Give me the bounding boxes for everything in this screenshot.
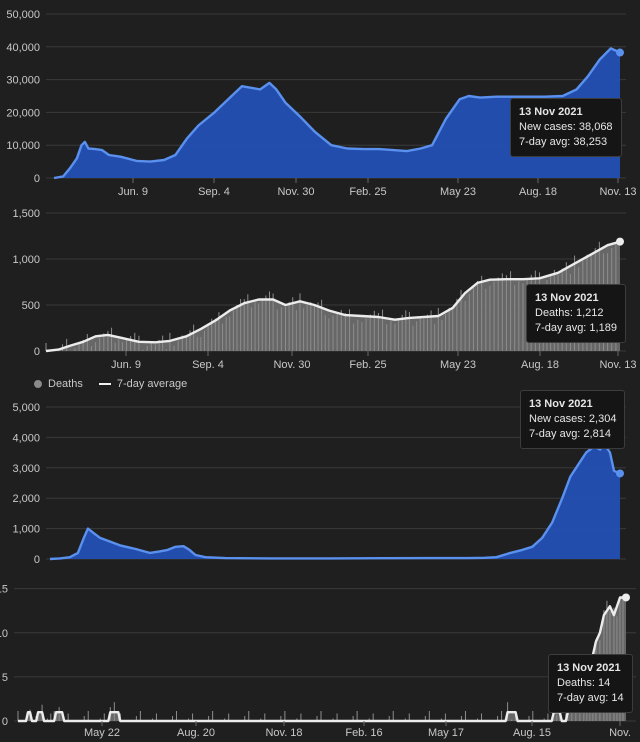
x-tick-label: Nov.	[609, 727, 631, 739]
y-tick-label: 20,000	[6, 107, 40, 119]
x-tick-label: Sep. 4	[192, 359, 224, 371]
y-tick-label: 50,000	[6, 9, 40, 21]
tooltip-title: 13 Nov 2021	[557, 662, 621, 674]
avg-line	[49, 442, 621, 561]
tooltip-line: New cases: 2,304	[529, 413, 617, 425]
avg-line	[18, 596, 626, 723]
end-marker	[616, 469, 624, 478]
x-tick-label: Nov. 13	[599, 359, 636, 371]
series-area	[46, 241, 620, 351]
x-tick-label: Nov. 13	[599, 186, 636, 198]
tooltip-deaths-2: 13 Nov 2021 Deaths: 14 7-day avg: 14	[548, 654, 633, 713]
y-tick-label: 3,000	[12, 463, 40, 475]
deaths-legend-dot	[34, 380, 42, 388]
end-marker	[621, 593, 630, 602]
x-tick-label: Nov. 30	[273, 359, 310, 371]
tooltip-line: Deaths: 14	[557, 677, 611, 689]
x-tick-label: May 23	[440, 186, 476, 198]
end-marker	[616, 237, 624, 246]
series-area	[18, 597, 626, 721]
x-tick-label: Jun. 9	[111, 359, 141, 371]
x-tick-label: Sep. 4	[198, 186, 230, 198]
y-tick-label: 5,000	[12, 402, 40, 414]
y-tick-label: 15	[0, 584, 8, 596]
tooltip-title: 13 Nov 2021	[519, 106, 583, 118]
x-tick-label: Feb. 25	[349, 186, 386, 198]
avg-line	[53, 47, 621, 180]
end-marker	[616, 48, 624, 57]
y-tick-label: 30,000	[6, 75, 40, 87]
x-tick-label: Jun. 9	[118, 186, 148, 198]
x-tick-label: Feb. 25	[349, 359, 386, 371]
avg-line	[45, 240, 621, 353]
y-tick-label: 0	[2, 716, 8, 728]
y-tick-label: 0	[34, 173, 40, 185]
avg-legend-line	[98, 383, 111, 385]
y-tick-label: 0	[34, 554, 40, 566]
x-tick-label: Aug. 18	[519, 186, 557, 198]
y-tick-label: 1,500	[12, 208, 40, 220]
tooltip-line: 7-day avg: 14	[557, 692, 624, 704]
y-tick-label: 10,000	[6, 140, 40, 152]
avg-legend-label: 7-day average	[116, 378, 188, 390]
x-tick-label: Aug. 20	[177, 727, 215, 739]
y-tick-label: 0	[34, 346, 40, 358]
y-tick-label: 10	[0, 628, 8, 640]
tooltip-line: Deaths: 1,212	[535, 307, 604, 319]
tooltip-line: 7-day avg: 1,189	[535, 322, 617, 334]
tooltip-title: 13 Nov 2021	[535, 292, 599, 304]
y-tick-label: 5	[2, 672, 8, 684]
y-tick-label: 500	[22, 300, 40, 312]
y-tick-label: 4,000	[12, 432, 40, 444]
x-tick-label: Aug. 18	[521, 359, 559, 371]
tooltip-title: 13 Nov 2021	[529, 398, 593, 410]
tooltip-line: 7-day avg: 38,253	[519, 136, 608, 148]
y-tick-label: 40,000	[6, 42, 40, 54]
x-tick-label: May 17	[428, 727, 464, 739]
x-tick-label: Nov. 18	[265, 727, 302, 739]
tooltip-line: New cases: 38,068	[519, 121, 613, 133]
tooltip-line: 7-day avg: 2,814	[529, 428, 611, 440]
x-tick-label: Aug. 15	[513, 727, 551, 739]
y-tick-label: 1,000	[12, 254, 40, 266]
x-tick-label: Feb. 16	[345, 727, 382, 739]
x-tick-label: May 23	[440, 359, 476, 371]
tooltip-deaths-1: 13 Nov 2021 Deaths: 1,212 7-day avg: 1,1…	[526, 284, 626, 343]
x-tick-label: Nov. 30	[277, 186, 314, 198]
tooltip-cases-1: 13 Nov 2021 New cases: 38,068 7-day avg:…	[510, 98, 622, 157]
deaths-legend-label: Deaths	[48, 378, 83, 390]
tooltip-cases-2: 13 Nov 2021 New cases: 2,304 7-day avg: …	[520, 390, 626, 449]
y-tick-label: 1,000	[12, 524, 40, 536]
y-tick-label: 2,000	[12, 493, 40, 505]
series-area	[54, 48, 620, 179]
x-tick-label: May 22	[84, 727, 120, 739]
series-area	[50, 443, 620, 559]
deaths-legend[interactable]: Deaths 7-day average	[34, 378, 187, 390]
